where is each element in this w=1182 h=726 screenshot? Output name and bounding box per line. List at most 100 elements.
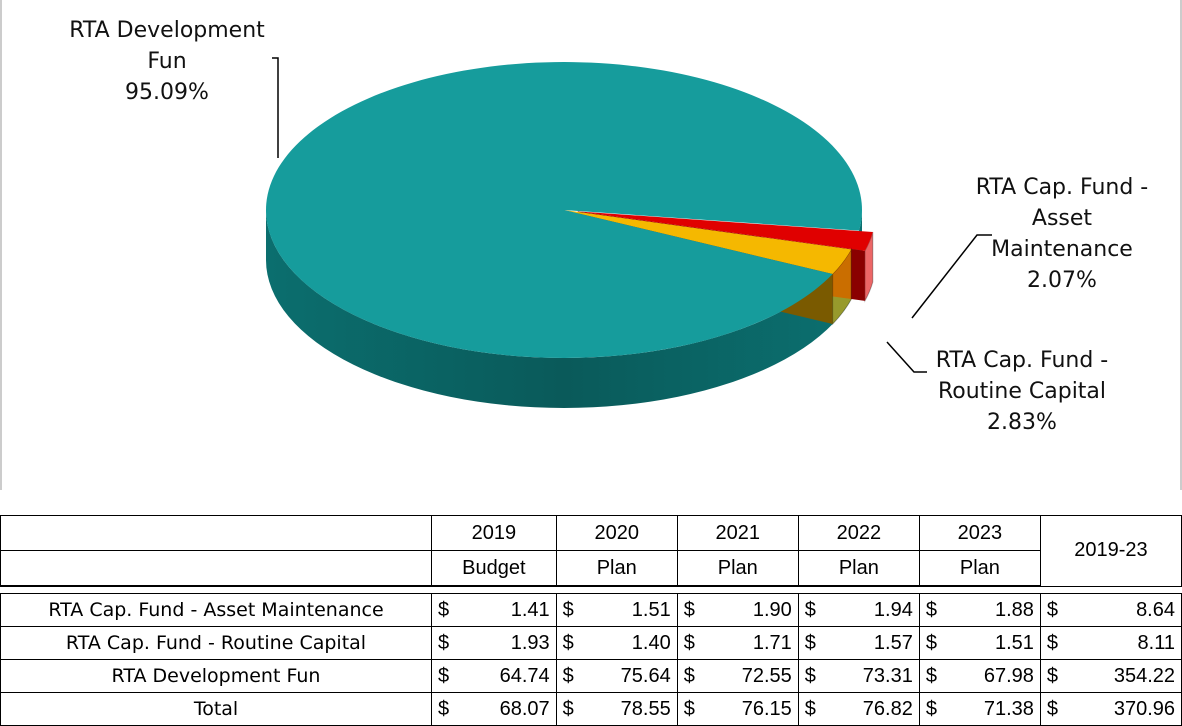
row-label: RTA Cap. Fund - Routine Capital [0, 626, 432, 660]
value-cell: $8.64 [1039, 593, 1182, 627]
value: $1.88 [926, 599, 1034, 622]
amount: 354.22 [1113, 664, 1175, 687]
value-cell: $1.40 [555, 626, 678, 660]
currency: $ [438, 697, 450, 720]
currency: $ [925, 631, 937, 654]
value: $75.64 [563, 665, 671, 688]
amount: 1.88 [994, 598, 1034, 621]
value: $1.51 [563, 599, 671, 622]
currency: $ [562, 664, 574, 687]
pie-slice [577, 211, 873, 251]
currency: $ [438, 631, 450, 654]
value-cell: $1.94 [797, 593, 920, 627]
amount: 76.82 [862, 697, 913, 720]
currency: $ [438, 664, 450, 687]
data-row: RTA Cap. Fund - Routine Capital $1.93 $1.4… [0, 626, 1182, 660]
leader-line [886, 341, 927, 373]
value-cell: $1.88 [918, 593, 1041, 627]
amount: 71.38 [983, 697, 1034, 720]
pie-side [266, 210, 862, 408]
header-row: 2019 2020 2021 2022 2023 2019-23 [0, 515, 1182, 587]
amount: 1.57 [873, 631, 913, 654]
currency: $ [683, 631, 695, 654]
header-cell [0, 515, 432, 551]
amount: 78.55 [620, 697, 671, 720]
value: $1.71 [684, 632, 792, 655]
value: $67.98 [926, 665, 1034, 688]
pie-slice [266, 61, 863, 358]
data-table: 2019 2020 2021 2022 2023 2019-23 Budget Plan Pla… [0, 515, 1182, 726]
row-label: Total [0, 692, 432, 726]
value-cell: $1.57 [797, 626, 920, 660]
amount: 1.40 [631, 631, 671, 654]
row-label: RTA Development Fun [0, 659, 432, 693]
data-row: RTA Cap. Fund - Asset Maintenance $1.41 $1… [0, 593, 1182, 627]
header-cell: Plan [555, 550, 678, 587]
currency: $ [1046, 664, 1059, 687]
row-label: RTA Cap. Fund - Asset Maintenance [0, 593, 432, 627]
value: $8.11 [1047, 632, 1175, 655]
header-cell: 2019-23 [1039, 515, 1182, 587]
separator-cell [0, 585, 1182, 594]
value-cell: $1.41 [431, 593, 557, 627]
value-cell: $78.55 [555, 692, 678, 726]
header-cell: Plan [797, 550, 920, 587]
value-cell: $73.31 [797, 659, 920, 693]
header-cell: 2019 [431, 515, 557, 551]
currency: $ [925, 697, 937, 720]
amount: 75.64 [620, 664, 671, 687]
header-cell: Budget [431, 550, 557, 587]
value: $1.94 [805, 599, 913, 622]
amount: 1.41 [510, 598, 550, 621]
currency: $ [562, 697, 574, 720]
amount: 67.98 [983, 664, 1034, 687]
amount: 76.15 [741, 697, 792, 720]
currency: $ [1046, 631, 1059, 654]
header-cell: 2022 [797, 515, 920, 551]
value: $68.07 [438, 698, 550, 721]
data-row: Total $68.07 $78.55 $76.15 $76.82 $71.38 $370.… [0, 692, 1182, 726]
currency: $ [562, 598, 574, 621]
header-cell: 2023 [918, 515, 1041, 551]
slice-label: RTA Cap. Fund - Asset Maintenance 2.07% [975, 175, 1149, 293]
amount: 72.55 [741, 664, 792, 687]
value-cell: $75.64 [555, 659, 678, 693]
currency: $ [1046, 697, 1059, 720]
value: $354.22 [1047, 665, 1175, 688]
amount: 1.94 [873, 598, 913, 621]
currency: $ [683, 697, 695, 720]
value: $76.15 [684, 698, 792, 721]
value: $1.90 [684, 599, 792, 622]
amount: 370.96 [1113, 697, 1175, 720]
amount: 8.64 [1136, 598, 1175, 621]
currency: $ [804, 631, 816, 654]
currency: $ [683, 598, 695, 621]
data-row: RTA Development Fun $64.74 $75.64 $72.55 $73… [0, 659, 1182, 693]
amount: 73.31 [862, 664, 913, 687]
slice-label: RTA Cap. Fund - Routine Capital 2.83% [935, 348, 1109, 435]
separator [0, 585, 1182, 594]
amount: 64.74 [499, 664, 550, 687]
amount: 1.51 [994, 631, 1034, 654]
value: $72.55 [684, 665, 792, 688]
value-cell: $1.93 [431, 626, 557, 660]
chart-area: RTA Development Fun 95.09% RTA Cap. Fund … [0, 0, 1182, 490]
amount: 1.93 [510, 631, 550, 654]
header-cell [0, 550, 432, 587]
currency: $ [683, 664, 695, 687]
value-cell: $1.71 [676, 626, 799, 660]
currency: $ [1046, 598, 1059, 621]
header-cell: 2020 [555, 515, 678, 551]
value: $1.51 [926, 632, 1034, 655]
value-cell: $76.15 [676, 692, 799, 726]
amount: 1.51 [631, 598, 671, 621]
currency: $ [925, 664, 937, 687]
value-cell: $72.55 [676, 659, 799, 693]
amount: 68.07 [499, 697, 550, 720]
value-cell: $8.11 [1039, 626, 1182, 660]
value: $64.74 [438, 665, 550, 688]
value: $1.40 [563, 632, 671, 655]
currency: $ [925, 598, 937, 621]
header-cell: 2021 [676, 515, 799, 551]
